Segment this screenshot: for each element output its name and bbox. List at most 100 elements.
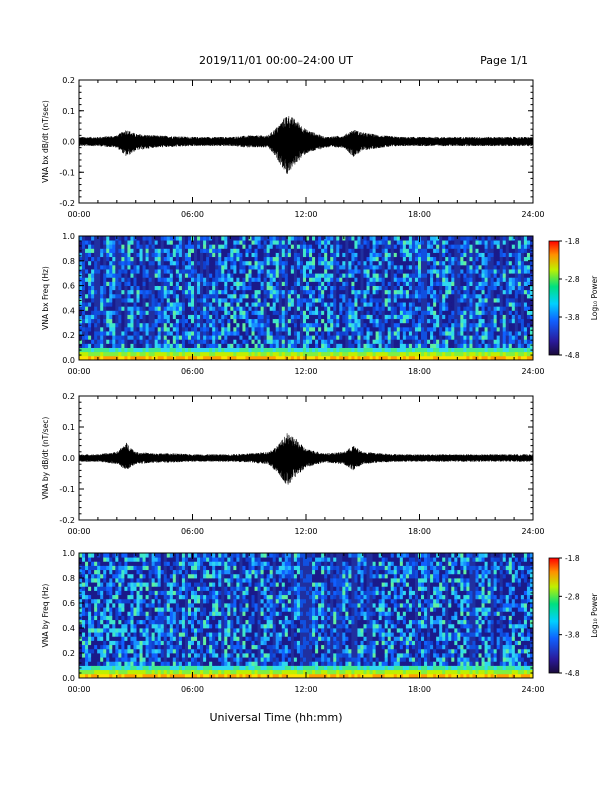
spectrogram-cell (206, 298, 210, 303)
spectrogram-cell (275, 343, 280, 348)
spectrogram-cell (472, 285, 476, 291)
spectrogram-cell (145, 318, 150, 324)
spectrogram-cell (387, 285, 392, 291)
spectrogram-cell (399, 339, 404, 344)
spectrogram-cell (272, 264, 277, 270)
spectrogram-cell (157, 256, 162, 262)
spectrogram-cell (287, 236, 292, 241)
spectrogram-cell (448, 322, 452, 328)
spectrogram-cell (402, 318, 407, 324)
spectrogram-cell (130, 302, 134, 307)
spectrogram-cell (118, 331, 122, 336)
spectrogram-cell (97, 252, 101, 258)
spectrogram-cell (281, 355, 286, 361)
spectrogram-cell (115, 252, 119, 258)
spectrogram-cell (478, 256, 482, 262)
spectrogram-cell (181, 273, 186, 278)
spectrogram-cell (496, 269, 501, 274)
spectrogram-cell (154, 240, 159, 245)
spectrogram-cell (91, 302, 95, 307)
spectrogram-cell (427, 318, 431, 324)
spectrogram-cell (109, 343, 113, 348)
spectrogram-cell (245, 339, 249, 344)
spectrogram-cell (342, 277, 346, 282)
spectrogram-cell (284, 326, 289, 332)
spectrogram-cell (272, 269, 277, 274)
spectrogram-cell (414, 244, 419, 249)
spectrogram-cell (166, 318, 171, 324)
spectrogram-cell (299, 302, 304, 307)
x-tick-label: 18:00 (408, 210, 431, 219)
spectrogram-cell (257, 339, 261, 344)
spectrogram-cell (369, 256, 373, 262)
spectrogram-cell (296, 293, 301, 299)
spectrogram-cell (82, 648, 86, 654)
spectrogram-cell (405, 355, 410, 361)
spectrogram-cell (393, 306, 398, 311)
spectrogram-cell (357, 277, 361, 282)
spectrogram-cell (526, 347, 531, 353)
spectrogram-cell (233, 351, 237, 357)
spectrogram-cell (194, 331, 198, 336)
spectrogram-cell (299, 331, 304, 336)
spectrogram-cell (91, 264, 95, 270)
spectrogram-cell (393, 331, 398, 336)
spectrogram-cell (514, 339, 519, 344)
spectrogram-cell (166, 240, 171, 245)
spectrogram-cell (275, 326, 280, 332)
spectrogram-cell (206, 331, 210, 336)
spectrogram-cell (336, 240, 340, 245)
spectrogram-cell (499, 277, 504, 282)
spectrogram-cell (88, 355, 92, 361)
spectrogram-cell (97, 314, 101, 320)
spectrogram-cell (339, 285, 343, 291)
spectrogram-cell (287, 326, 292, 332)
spectrogram-cell (260, 326, 265, 332)
spectrogram-cell (139, 273, 143, 278)
spectrogram-cell (490, 289, 495, 295)
spectrogram-cell (475, 310, 479, 315)
spectrogram-cell (130, 343, 134, 348)
spectrogram-cell (133, 252, 137, 258)
spectrogram-cell (166, 298, 171, 303)
spectrogram-cell (372, 351, 377, 357)
spectrogram-cell (318, 269, 322, 274)
spectrogram-cell (121, 331, 125, 336)
spectrogram-cell (287, 339, 292, 344)
spectrogram-cell (248, 347, 252, 353)
spectrogram-cell (269, 326, 274, 332)
spectrogram-cell (463, 335, 467, 340)
spectrogram-cell (203, 248, 207, 253)
spectrogram-cell (387, 318, 392, 324)
spectrogram-cell (263, 240, 268, 245)
spectrogram-cell (175, 277, 180, 282)
spectrogram-cell (396, 331, 401, 336)
spectrogram-cell (502, 240, 507, 245)
spectrogram-cell (136, 343, 140, 348)
spectrogram-cell (529, 289, 534, 295)
y-axis-label: VNA bx dB/dt (nT/sec) (41, 100, 50, 183)
spectrogram-cell (324, 343, 328, 348)
spectrogram-cell (481, 240, 485, 245)
spectrogram-cell (248, 318, 252, 324)
spectrogram-cell (200, 289, 204, 295)
spectrogram-cell (239, 281, 243, 286)
spectrogram-cell (106, 314, 110, 320)
spectrogram-cell (427, 293, 431, 299)
spectrogram-cell (499, 281, 504, 286)
spectrogram-cell (366, 322, 370, 328)
spectrogram-cell (357, 248, 361, 253)
spectrogram-cell (218, 339, 222, 344)
spectrogram-cell (224, 285, 228, 291)
spectrogram-cell (417, 298, 422, 303)
spectrogram-cell (496, 331, 501, 336)
spectrogram-cell (151, 302, 156, 307)
spectrogram-cell (85, 264, 89, 270)
spectrogram-cell (460, 240, 464, 245)
spectrogram-cell (390, 236, 395, 241)
spectrogram-cell (369, 244, 373, 249)
spectrogram-cell (112, 236, 116, 241)
spectrogram-cell (266, 252, 271, 258)
spectrogram-cell (103, 240, 107, 245)
spectrogram-cell (163, 277, 168, 282)
